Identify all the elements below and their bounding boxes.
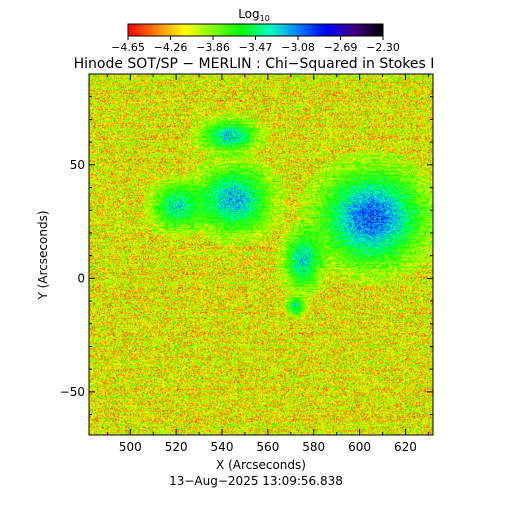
x-tick-label: 520	[165, 440, 188, 454]
colorbar-label-subscript: 10	[260, 14, 270, 23]
colorbar-tick-label: −3.08	[281, 41, 315, 54]
x-axis-label: X (Arcseconds)	[216, 458, 306, 472]
plot-frame	[88, 73, 434, 436]
x-axis: 500 520 540 560 580 600 620	[106, 74, 429, 454]
colorbar-tick-label: −3.47	[239, 41, 273, 54]
timestamp: 13−Aug−2025 13:09:56.838	[169, 474, 343, 488]
x-tick-label: 500	[119, 440, 142, 454]
colorbar-label: Log10	[238, 7, 270, 23]
colorbar-tick-label: −4.26	[154, 41, 188, 54]
x-tick-label: 560	[256, 440, 279, 454]
y-tick-label: −50	[60, 385, 85, 399]
y-tick-label: 0	[77, 271, 85, 285]
y-axis-label: Y (Arcseconds)	[36, 210, 50, 300]
x-tick-label: 580	[302, 440, 325, 454]
colorbar-ticks: −4.65 −4.26 −3.86 −3.47 −3.08 −2.69 −2.30	[111, 36, 400, 54]
colorbar-tick-label: −2.30	[366, 41, 400, 54]
chart-title: Hinode SOT/SP − MERLIN : Chi−Squared in …	[74, 56, 435, 72]
x-tick-label: 620	[394, 440, 417, 454]
y-tick-label: 50	[70, 158, 85, 172]
y-axis: −50 0 50	[60, 73, 433, 416]
heatmap-image	[89, 74, 433, 435]
colorbar-tick-label: −4.65	[111, 41, 145, 54]
x-tick-label: 600	[348, 440, 371, 454]
colorbar-tick-label: −3.86	[196, 41, 230, 54]
colorbar-tick-label: −2.69	[324, 41, 358, 54]
x-tick-label: 540	[211, 440, 234, 454]
colorbar	[127, 23, 384, 37]
